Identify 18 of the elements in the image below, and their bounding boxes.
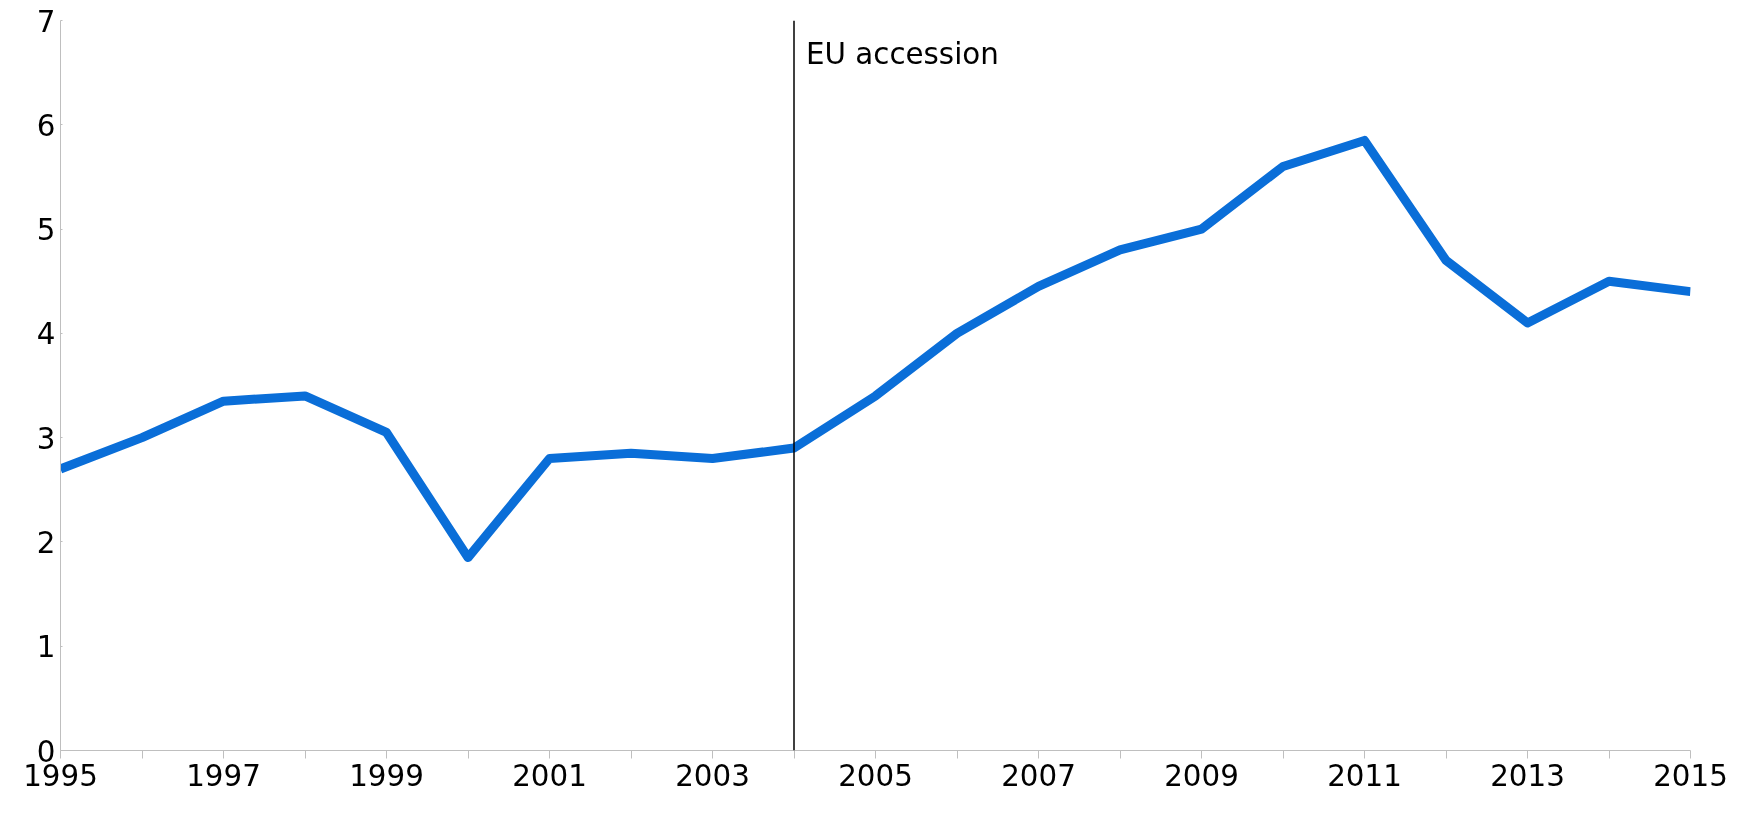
x-tick-label: 2001 xyxy=(512,758,587,793)
y-tick-label: 3 xyxy=(36,421,56,456)
y-tick-label: 1 xyxy=(36,630,56,665)
ref-line-label: EU accession xyxy=(806,36,999,71)
x-tick-label: 1997 xyxy=(186,758,261,793)
x-tick-label: 2013 xyxy=(1490,758,1565,793)
x-tick-label: 1999 xyxy=(349,758,424,793)
y-tick-label: 5 xyxy=(36,213,56,248)
y-tick-label: 6 xyxy=(36,108,56,143)
x-tick-label: 2005 xyxy=(838,758,913,793)
y-tick-label: 2 xyxy=(36,525,56,560)
y-tick-label: 7 xyxy=(36,4,56,39)
x-tick-label: 2007 xyxy=(1001,758,1076,793)
x-tick-label: 2011 xyxy=(1327,758,1402,793)
y-tick-label: 4 xyxy=(36,317,56,352)
x-tick-label: 2009 xyxy=(1164,758,1239,793)
x-tick-label: 2015 xyxy=(1653,758,1728,793)
x-tick-label: 2003 xyxy=(675,758,750,793)
